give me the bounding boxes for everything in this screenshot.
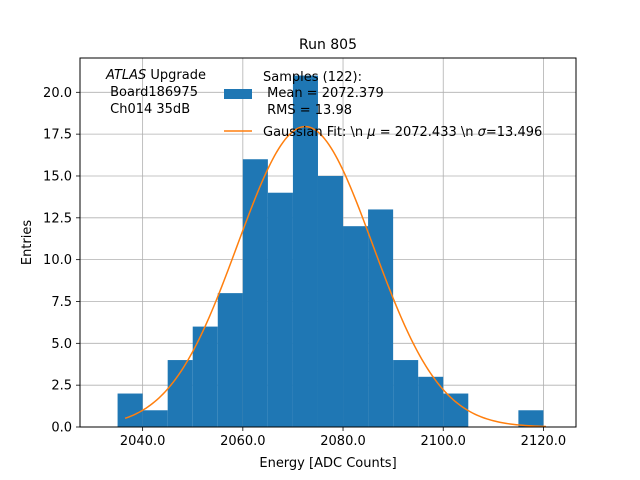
annotation-atlas: ATLAS bbox=[105, 68, 146, 83]
y-tick-label: 20.0 bbox=[43, 86, 72, 101]
legend: Samples (122): Mean = 2072.379 RMS = 13.… bbox=[224, 70, 542, 140]
y-tick-label: 5.0 bbox=[51, 337, 72, 352]
histogram-bar bbox=[267, 192, 293, 427]
annotation-line-1: ATLAS Upgrade bbox=[105, 68, 206, 83]
y-tick-label: 0.0 bbox=[51, 421, 72, 436]
y-tick-label: 2.5 bbox=[51, 379, 72, 394]
histogram-bar bbox=[167, 360, 193, 427]
fit-curve bbox=[124, 125, 546, 428]
histogram-bar bbox=[443, 393, 469, 427]
histogram-bar bbox=[343, 226, 369, 427]
annotation-line-2: Board186975 bbox=[106, 85, 198, 100]
legend-hist-swatch bbox=[224, 89, 252, 99]
histogram-bar bbox=[192, 326, 218, 427]
axes-frame bbox=[79, 57, 577, 428]
y-tick-label: 12.5 bbox=[43, 211, 72, 226]
y-tick-label: 15.0 bbox=[43, 169, 72, 184]
chart-title: Run 805 bbox=[299, 37, 357, 53]
histogram-bar bbox=[242, 159, 268, 427]
legend-hist-line-1: Samples (122): bbox=[263, 70, 362, 85]
y-tick-label: 17.5 bbox=[43, 128, 72, 143]
atlas-annotation: ATLAS Upgrade Board186975 Ch014 35dB bbox=[105, 68, 206, 117]
histogram-bar bbox=[217, 293, 243, 427]
y-axis-label: Entries bbox=[20, 220, 35, 266]
histogram-bar bbox=[393, 360, 419, 427]
histogram-bar bbox=[117, 393, 143, 427]
x-tick-label: 2080.0 bbox=[320, 434, 366, 449]
y-tick-label: 7.5 bbox=[51, 295, 72, 310]
annotation-upgrade: Upgrade bbox=[146, 68, 206, 83]
legend-fit-label: Gaussian Fit: \n μ = 2072.433 \n σ=13.49… bbox=[263, 125, 542, 140]
histogram-bar bbox=[317, 175, 344, 427]
histogram-bar bbox=[518, 410, 544, 427]
x-axis-label: Energy [ADC Counts] bbox=[259, 456, 396, 471]
x-tick-label: 2060.0 bbox=[220, 434, 266, 449]
x-tick-label: 2040.0 bbox=[120, 434, 166, 449]
annotation-line-3: Ch014 35dB bbox=[106, 102, 190, 117]
histogram-bar bbox=[292, 75, 318, 428]
x-tick-label: 2100.0 bbox=[420, 434, 466, 449]
legend-hist-line-3: RMS = 13.98 bbox=[263, 103, 352, 118]
gaussian-fit bbox=[124, 125, 546, 428]
y-tick-label: 10.0 bbox=[43, 253, 72, 268]
legend-hist-line-2: Mean = 2072.379 bbox=[263, 86, 384, 101]
x-tick-label: 2120.0 bbox=[521, 434, 567, 449]
histogram-bar bbox=[368, 209, 394, 427]
histogram-bar bbox=[142, 410, 168, 427]
x-axis-ticks: 2040.0 2060.0 2080.0 2100.0 2120.0 bbox=[120, 427, 566, 449]
y-axis-ticks: 0.0 2.5 5.0 7.5 10.0 12.5 15.0 17.5 20.0 bbox=[43, 86, 80, 436]
